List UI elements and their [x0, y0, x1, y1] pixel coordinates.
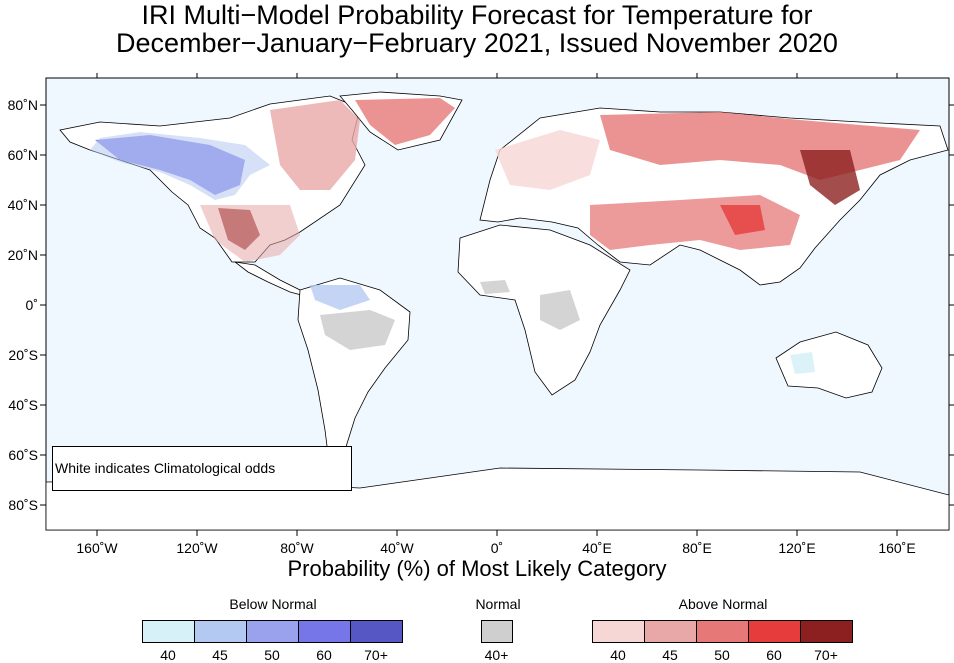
y-tick-label: 60˚S	[8, 447, 38, 463]
below-normal-swatch	[298, 620, 351, 643]
below-normal-label: 40	[160, 647, 176, 663]
below-normal-swatch	[142, 620, 195, 643]
above-normal-swatch	[592, 620, 645, 643]
legend-title: Probability (%) of Most Likely Category	[287, 556, 667, 581]
normal-region-east-africa	[540, 290, 580, 330]
map-title-line1: IRI Multi−Model Probability Forecast for…	[141, 0, 813, 30]
x-tick-label: 40˚W	[380, 540, 414, 556]
y-tick-label: 40˚N	[8, 197, 38, 213]
x-axis: 160˚W 120˚W 80˚W 40˚W 0˚ 40˚E 80˚E 120˚E 160˚E	[76, 73, 916, 556]
above-normal-swatch	[748, 620, 801, 643]
above-normal-region-greenland	[355, 98, 455, 145]
y-tick-label: 20˚N	[8, 247, 38, 263]
x-tick-label: 160˚E	[878, 540, 915, 556]
above-normal-title: Above Normal	[678, 596, 768, 612]
above-normal-label: 45	[662, 647, 678, 663]
x-tick-label: 40˚E	[582, 540, 612, 556]
forecast-shading	[90, 98, 920, 374]
above-normal-label: 50	[714, 647, 730, 663]
below-normal-swatch	[246, 620, 299, 643]
above-normal-label: 60	[766, 647, 782, 663]
below-normal-swatch	[350, 620, 403, 643]
x-tick-label: 120˚W	[176, 540, 218, 556]
above-normal-region-tibet	[720, 205, 765, 235]
normal-title: Normal	[475, 596, 521, 612]
above-normal-swatch	[644, 620, 697, 643]
above-normal-region-s-us	[200, 205, 300, 262]
y-tick-label: 0˚	[26, 297, 38, 313]
above-normal-region-ne-asia	[800, 150, 860, 205]
x-tick-label: 160˚W	[76, 540, 118, 556]
above-normal-region-ne-canada	[270, 100, 360, 190]
below-normal-region-n-south-america	[310, 285, 370, 310]
x-tick-label: 80˚W	[280, 540, 314, 556]
australia	[775, 331, 883, 399]
below-normal-label: 60	[316, 647, 332, 663]
below-normal-label: 45	[212, 647, 228, 663]
normal-swatch	[481, 620, 513, 643]
above-normal-label: 40	[610, 647, 626, 663]
below-normal-region-australia	[790, 352, 815, 374]
climatology-note: White indicates Climatological odds	[52, 446, 352, 491]
y-axis: 80˚N 60˚N 40˚N 20˚N 0˚ 20˚S 40˚S 60˚S 80˚S	[8, 97, 954, 513]
below-normal-label: 50	[264, 647, 280, 663]
below-normal-region-nw-america-outer	[90, 132, 270, 200]
y-tick-label: 80˚S	[8, 497, 38, 513]
normal-region-sahel	[480, 280, 510, 294]
x-tick-label: 80˚E	[682, 540, 712, 556]
x-tick-label: 120˚E	[778, 540, 815, 556]
below-normal-label: 70+	[364, 647, 388, 663]
normal-region-amazon	[320, 310, 395, 350]
above-normal-region-europe	[495, 130, 600, 190]
y-tick-label: 80˚N	[8, 97, 38, 113]
below-normal-title: Below Normal	[229, 596, 317, 612]
above-normal-label: 70+	[814, 647, 838, 663]
above-normal-swatch	[696, 620, 749, 643]
normal-label: 40+	[484, 647, 509, 663]
y-tick-label: 40˚S	[8, 397, 38, 413]
above-normal-swatch	[800, 620, 853, 643]
x-tick-label: 0˚	[491, 540, 503, 556]
map-title-line2: December−January−February 2021, Issued N…	[116, 28, 838, 58]
y-tick-label: 60˚N	[8, 147, 38, 163]
y-tick-label: 20˚S	[8, 347, 38, 363]
below-normal-swatch	[194, 620, 247, 643]
